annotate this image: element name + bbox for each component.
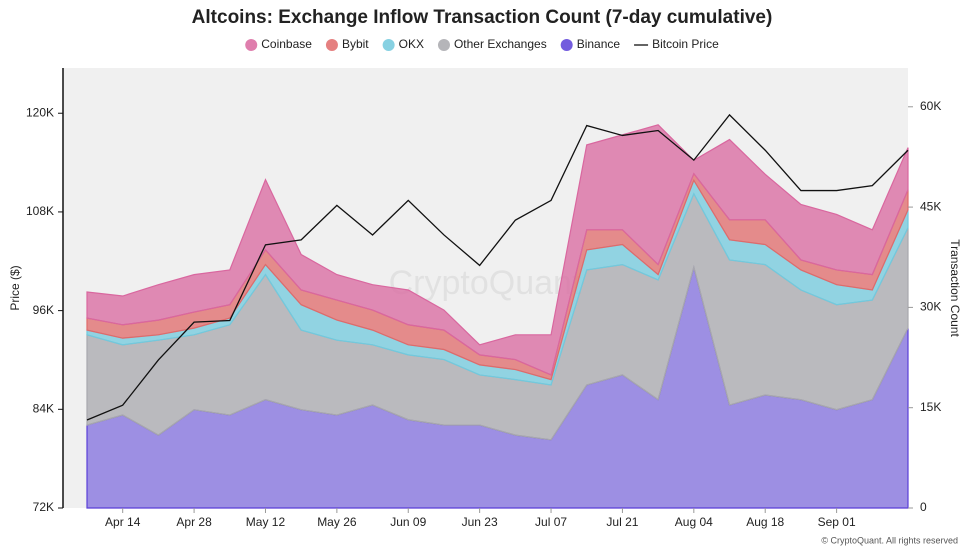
legend-dot <box>325 39 338 51</box>
y-tick-label: 108K <box>26 204 54 218</box>
legend-item: Coinbase <box>245 37 312 51</box>
y-tick-label: 72K <box>33 500 54 514</box>
legend-label: Bitcoin Price <box>652 37 719 51</box>
x-tick-label: Apr 28 <box>176 515 212 529</box>
legend-label: Other Exchanges <box>454 37 547 51</box>
x-tick-label: Jun 23 <box>462 515 498 529</box>
x-tick-label: Apr 14 <box>105 515 141 529</box>
x-tick-label: May 26 <box>317 515 357 529</box>
legend-item: Bitcoin Price <box>634 37 719 51</box>
area <box>86 124 909 376</box>
y2-tick-label: 15K <box>920 400 941 414</box>
legend-label: Binance <box>577 37 621 51</box>
legend-item: Binance <box>560 37 621 51</box>
y2-tick-label: 0 <box>920 500 927 514</box>
credit: © CryptoQuant. All rights reserved <box>821 535 958 545</box>
legend-item: Other Exchanges <box>437 37 547 51</box>
legend: Coinbase Bybit OKX Other Exchanges Binance Bi… <box>245 37 719 51</box>
y-tick-label: 96K <box>33 303 54 317</box>
x-tick-label: Jul 07 <box>535 515 567 529</box>
x-tick-label: Aug 18 <box>746 515 784 529</box>
y2-tick-label: 45K <box>920 199 941 213</box>
legend-label: Bybit <box>342 37 369 51</box>
y2-tick-label: 30K <box>920 300 941 314</box>
y2-axis-label: Transaction Count <box>948 239 962 337</box>
x-tick-label: Aug 04 <box>675 515 713 529</box>
legend-dot <box>437 39 450 51</box>
legend-dot <box>560 39 573 51</box>
x-tick-label: Jun 09 <box>390 515 426 529</box>
legend-label: Coinbase <box>261 37 312 51</box>
areas <box>86 124 909 509</box>
y-axis-label: Price ($) <box>8 265 22 310</box>
legend-item: Bybit <box>325 37 369 51</box>
x-tick-label: Jul 21 <box>606 515 638 529</box>
lines <box>86 113 909 421</box>
y-tick-label: 120K <box>26 105 54 119</box>
legend-dot <box>382 39 395 51</box>
y2-tick-label: 60K <box>920 99 941 113</box>
x-tick-label: May 12 <box>246 515 286 529</box>
legend-label: OKX <box>399 37 424 51</box>
watermark: CryptoQuant <box>389 264 582 302</box>
legend-dot <box>245 39 258 51</box>
legend-item: OKX <box>382 37 424 51</box>
y-tick-label: 84K <box>33 401 54 415</box>
x-tick-label: Sep 01 <box>818 515 856 529</box>
chart-title: Altcoins: Exchange Inflow Transaction Co… <box>192 7 773 28</box>
price-line <box>86 113 909 421</box>
